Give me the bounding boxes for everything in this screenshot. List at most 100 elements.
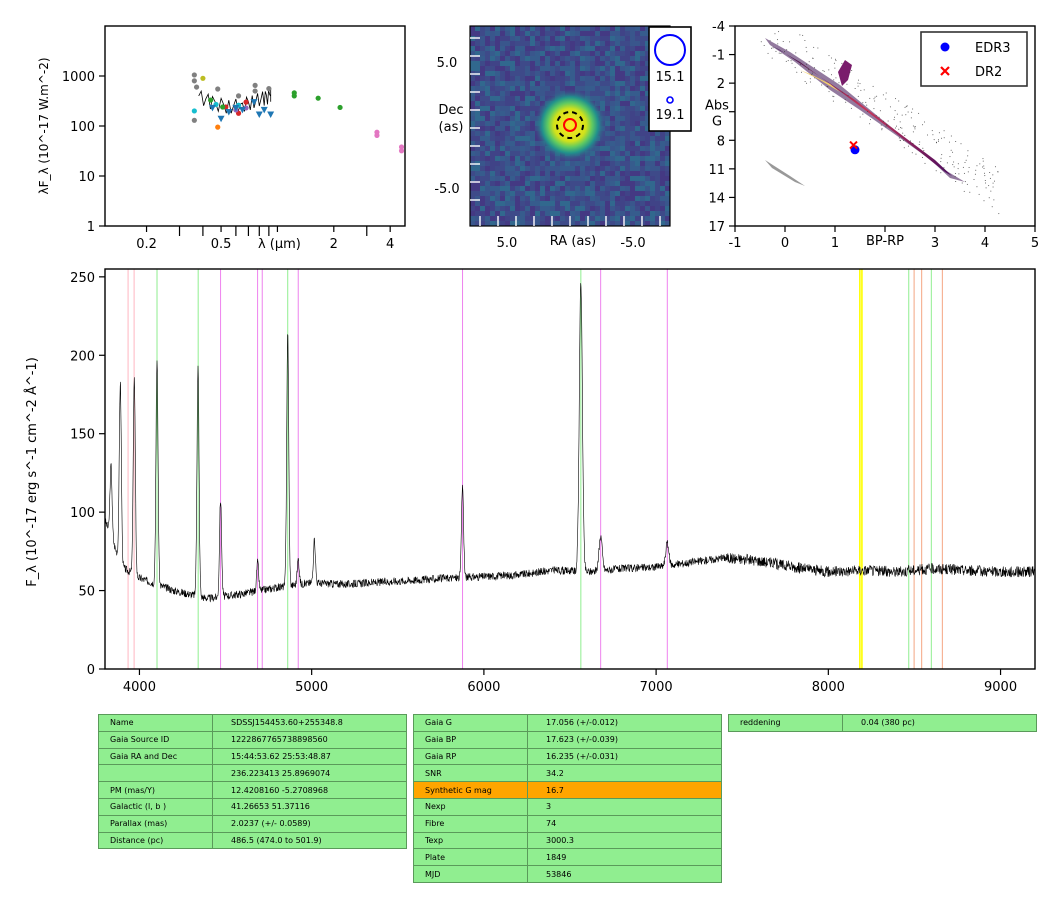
image-pixel xyxy=(610,156,615,161)
image-pixel xyxy=(500,141,505,146)
image-pixel xyxy=(500,136,505,141)
image-pixel xyxy=(580,51,585,56)
image-pixel xyxy=(635,31,640,36)
image-pixel xyxy=(485,96,490,101)
image-pixel xyxy=(630,71,635,76)
image-pixel xyxy=(555,166,560,171)
image-pixel xyxy=(510,171,515,176)
image-pixel xyxy=(585,81,590,86)
image-pixel xyxy=(590,221,595,226)
image-pixel xyxy=(620,26,625,31)
hr-field-star xyxy=(859,116,861,118)
image-pixel xyxy=(640,176,645,181)
image-pixel xyxy=(550,76,555,81)
image-pixel xyxy=(565,86,570,91)
hr-field-star xyxy=(857,79,859,81)
image-pixel xyxy=(640,136,645,141)
image-pixel xyxy=(640,66,645,71)
image-pixel xyxy=(635,201,640,206)
image-pixel xyxy=(525,196,530,201)
image-pixel xyxy=(630,61,635,66)
image-pixel xyxy=(495,111,500,116)
hr-field-star xyxy=(800,71,802,73)
spectrum-xtick-label: 8000 xyxy=(812,680,845,695)
image-pixel xyxy=(600,166,605,171)
image-pixel xyxy=(600,211,605,216)
image-pixel xyxy=(505,136,510,141)
image-pixel xyxy=(660,141,665,146)
image-pixel xyxy=(505,121,510,126)
image-pixel xyxy=(595,221,600,226)
image-pixel xyxy=(520,46,525,51)
image-pixel xyxy=(475,121,480,126)
hr-field-star xyxy=(984,172,986,174)
image-pixel xyxy=(590,171,595,176)
image-pixel xyxy=(650,136,655,141)
image-pixel xyxy=(540,201,545,206)
image-pixel xyxy=(635,41,640,46)
image-pixel xyxy=(520,181,525,186)
image-pixel xyxy=(610,76,615,81)
image-pixel xyxy=(485,131,490,136)
image-pixel xyxy=(650,176,655,181)
hr-field-star xyxy=(936,141,938,143)
image-pixel xyxy=(665,166,670,171)
info-table-photometry: Gaia G 17.056 (+/-0.012) Gaia BP 17.623 (+/… xyxy=(413,714,722,883)
image-pixel xyxy=(545,171,550,176)
image-pixel xyxy=(620,211,625,216)
image-pixel xyxy=(600,141,605,146)
image-pixel xyxy=(640,191,645,196)
image-pixel xyxy=(540,161,545,166)
image-pixel xyxy=(615,36,620,41)
image-pixel xyxy=(485,161,490,166)
image-pixel xyxy=(570,206,575,211)
sed-ytick-label: 10 xyxy=(78,170,95,185)
image-pixel xyxy=(660,186,665,191)
image-pixel xyxy=(665,181,670,186)
image-pixel xyxy=(615,31,620,36)
image-pixel xyxy=(530,186,535,191)
hr-field-star xyxy=(823,70,825,72)
image-pixel xyxy=(570,211,575,216)
image-pixel xyxy=(585,171,590,176)
image-pixel xyxy=(655,216,660,221)
info-row: Gaia Source ID 1222867765738898560 xyxy=(98,730,407,749)
image-pixel xyxy=(630,96,635,101)
image-pixel xyxy=(540,191,545,196)
info-row: Texp 3000.3 xyxy=(413,831,722,850)
image-pixel xyxy=(630,31,635,36)
image-pixel xyxy=(545,216,550,221)
image-pixel xyxy=(630,91,635,96)
image-pixel xyxy=(530,211,535,216)
image-ylabel-line2: (as) xyxy=(439,120,464,135)
image-pixel xyxy=(565,166,570,171)
hr-field-star xyxy=(881,128,883,130)
hr-field-star xyxy=(964,161,966,163)
image-pixel xyxy=(545,86,550,91)
sed-point xyxy=(243,99,249,105)
image-pixel xyxy=(570,51,575,56)
image-pixel xyxy=(500,191,505,196)
image-pixel xyxy=(575,31,580,36)
sed-ytick-label: 1 xyxy=(87,220,95,235)
sed-point xyxy=(225,109,233,116)
image-pixel xyxy=(640,146,645,151)
image-pixel xyxy=(490,146,495,151)
image-pixel xyxy=(535,66,540,71)
hr-field-star xyxy=(973,179,975,181)
image-pixel xyxy=(565,81,570,86)
image-pixel xyxy=(470,191,475,196)
image-pixel xyxy=(650,216,655,221)
image-pixel xyxy=(615,96,620,101)
image-pixel xyxy=(525,166,530,171)
hr-field-star xyxy=(796,71,798,73)
image-pixel xyxy=(640,41,645,46)
image-pixel xyxy=(615,171,620,176)
info-row: Gaia RP 16.235 (+/-0.031) xyxy=(413,747,722,766)
hr-field-star xyxy=(799,34,801,36)
sed-point xyxy=(260,106,268,114)
image-pixel xyxy=(665,206,670,211)
image-pixel xyxy=(510,221,515,226)
image-pixel xyxy=(630,106,635,111)
image-pixel xyxy=(565,201,570,206)
